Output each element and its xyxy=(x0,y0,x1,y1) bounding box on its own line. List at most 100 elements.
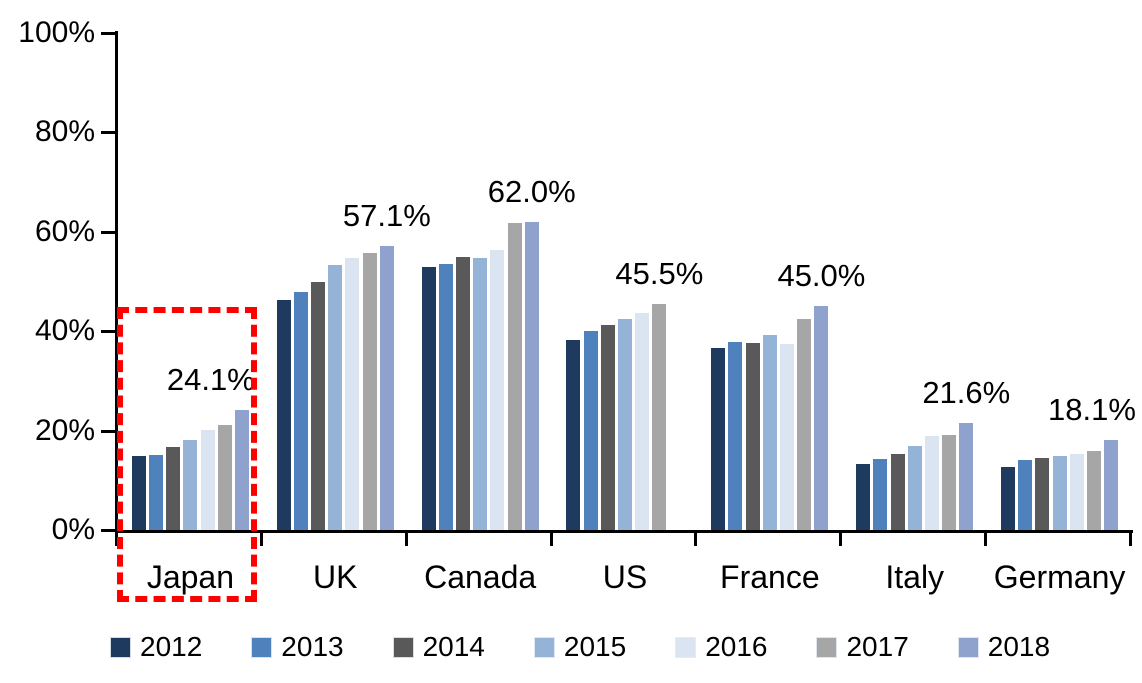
bar-germany-2018 xyxy=(1104,440,1119,530)
x-tick-boundary xyxy=(259,533,263,546)
category-label-france: France xyxy=(720,559,820,595)
legend-swatch-2016 xyxy=(675,636,697,658)
data-label-us: 45.5% xyxy=(615,255,704,291)
bar-france-2017 xyxy=(797,319,812,530)
bar-germany-2012 xyxy=(1000,467,1015,530)
data-label-canada: 62.0% xyxy=(487,173,576,209)
y-tick-label: 80% xyxy=(34,115,95,149)
y-tick-20% xyxy=(101,429,115,433)
bar-us-2016 xyxy=(635,313,650,530)
y-tick-label: 20% xyxy=(34,413,95,447)
legend-swatch-2012 xyxy=(110,636,131,658)
bar-italy-2015 xyxy=(907,446,922,530)
bar-germany-2016 xyxy=(1069,453,1084,530)
category-label-japan: Japan xyxy=(146,559,235,595)
legend-label-2018: 2018 xyxy=(987,631,1051,662)
legend-item-2017: 2017 xyxy=(816,632,909,662)
data-label-france: 45.0% xyxy=(777,258,866,294)
highlight-dashed-rect xyxy=(117,307,257,602)
bar-uk-2016 xyxy=(345,257,360,530)
bar-canada-2016 xyxy=(490,250,505,530)
bar-canada-2017 xyxy=(507,222,522,530)
legend-item-2014: 2014 xyxy=(392,631,485,662)
bar-us-2017 xyxy=(652,303,667,530)
legend-label-2016: 2016 xyxy=(705,631,768,662)
legend-item-2013: 2013 xyxy=(251,631,344,662)
bar-france-2018 xyxy=(814,306,829,530)
bar-canada-2014 xyxy=(455,256,470,530)
category-label-uk: UK xyxy=(313,559,358,595)
y-tick-label: 60% xyxy=(34,214,95,248)
x-tick-boundary xyxy=(694,533,698,546)
x-tick-boundary xyxy=(115,533,118,546)
bar-italy-2013 xyxy=(873,459,888,530)
bar-france-2015 xyxy=(762,334,777,530)
category-label-italy: Italy xyxy=(885,559,945,595)
bar-germany-2014 xyxy=(1035,458,1050,530)
x-tick-boundary xyxy=(984,533,988,546)
y-tick-0% xyxy=(101,529,115,532)
category-label-canada: Canada xyxy=(424,559,537,595)
bar-canada-2018 xyxy=(524,221,539,530)
category-label-us: US xyxy=(602,559,648,595)
bar-france-2016 xyxy=(780,344,795,530)
bar-uk-2014 xyxy=(311,281,326,530)
bar-canada-2015 xyxy=(473,257,488,530)
bar-italy-2017 xyxy=(942,434,957,530)
bar-italy-2014 xyxy=(890,453,905,530)
bar-us-2014 xyxy=(600,325,615,530)
x-tick-boundary xyxy=(549,533,553,546)
bar-canada-2012 xyxy=(421,266,436,530)
y-axis-line xyxy=(115,31,118,533)
bar-us-2012 xyxy=(566,339,581,530)
bar-us-2015 xyxy=(618,319,632,530)
bar-us-2013 xyxy=(583,330,598,530)
y-tick-100% xyxy=(101,32,115,35)
bar-japan-2014 xyxy=(166,446,181,530)
data-label-italy: 21.6% xyxy=(922,374,1011,410)
y-tick-80% xyxy=(101,131,115,135)
bar-japan-2017 xyxy=(217,425,232,530)
bar-italy-2016 xyxy=(924,436,939,530)
bar-japan-2013 xyxy=(149,455,164,530)
bar-germany-2013 xyxy=(1018,460,1033,530)
legend-item-2016: 2016 xyxy=(675,632,767,662)
bar-uk-2013 xyxy=(293,291,308,530)
y-tick-label: 40% xyxy=(34,314,95,348)
bar-uk-2015 xyxy=(328,265,343,530)
x-tick-boundary xyxy=(1129,533,1132,546)
y-tick-60% xyxy=(101,230,115,234)
bar-france-2014 xyxy=(745,343,760,530)
x-tick-boundary xyxy=(839,533,843,546)
category-label-germany: Germany xyxy=(993,559,1126,595)
legend-swatch-2014 xyxy=(392,636,414,658)
legend-label-2013: 2013 xyxy=(281,631,344,662)
legend-swatch-2015 xyxy=(533,636,555,658)
legend-item-2018: 2018 xyxy=(957,631,1051,662)
bar-canada-2013 xyxy=(438,264,453,530)
x-axis-line xyxy=(115,530,1133,533)
legend-label-2015: 2015 xyxy=(563,631,627,662)
legend-label-2014: 2014 xyxy=(422,631,485,662)
bar-germany-2017 xyxy=(1086,450,1101,530)
bar-italy-2012 xyxy=(856,463,871,530)
bar-japan-2018 xyxy=(235,410,250,530)
data-label-japan: 24.1% xyxy=(166,362,255,398)
bar-japan-2012 xyxy=(131,455,146,530)
legend: 2012 2013 2014 2015 2016 2017 2018 xyxy=(110,632,1140,662)
data-label-germany: 18.1% xyxy=(1048,392,1136,428)
x-tick-boundary xyxy=(404,533,408,546)
y-tick-label: 100% xyxy=(18,16,95,49)
legend-label-2012: 2012 xyxy=(140,631,203,662)
legend-item-2012: 2012 xyxy=(110,632,202,662)
bar-uk-2018 xyxy=(379,246,394,530)
bar-france-2012 xyxy=(711,348,726,530)
bar-japan-2015 xyxy=(183,439,198,530)
bar-uk-2017 xyxy=(362,252,377,530)
legend-item-2015: 2015 xyxy=(533,631,627,662)
data-label-uk: 57.1% xyxy=(342,198,431,234)
bar-uk-2012 xyxy=(276,299,291,530)
legend-swatch-2018 xyxy=(957,636,979,658)
bar-italy-2018 xyxy=(959,422,974,530)
